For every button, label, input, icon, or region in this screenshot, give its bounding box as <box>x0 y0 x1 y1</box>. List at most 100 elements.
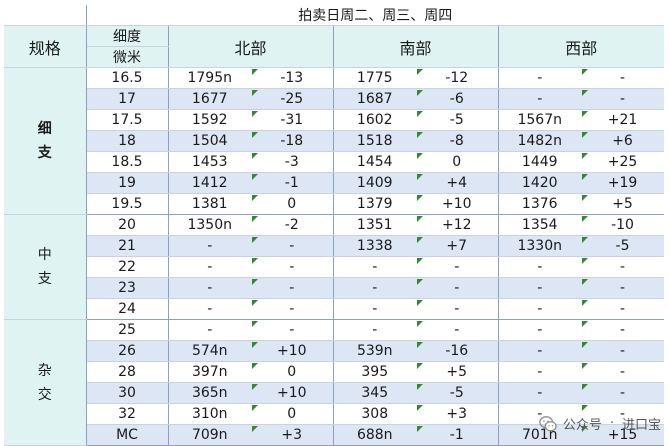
comment-marker-icon <box>252 300 258 306</box>
comment-marker-icon <box>582 384 588 390</box>
comment-marker-icon <box>417 90 423 96</box>
micron-cell: 26 <box>86 340 169 362</box>
comment-marker-icon <box>417 195 423 201</box>
micron-cell: 30 <box>86 382 169 404</box>
north-price-text: - <box>207 322 213 338</box>
west-price-text: 1482n <box>517 133 562 149</box>
south-change-text: -5 <box>449 385 464 401</box>
west-change-text: - <box>620 259 626 275</box>
comment-marker-icon <box>252 384 258 390</box>
north-price-text: - <box>207 259 213 275</box>
west-change-cell: - <box>581 256 665 278</box>
north-change-cell: - <box>251 235 334 257</box>
comment-marker-icon <box>582 321 588 327</box>
west-change-text: +5 <box>612 196 633 212</box>
south-price-cell: 539n <box>333 340 416 362</box>
north-price-text: 1795n <box>187 70 232 86</box>
south-price-text: 1351 <box>356 217 393 233</box>
south-price-cell: 1602 <box>333 109 416 131</box>
table-row: 17.5 1592 -31 1602 -5 1567n +21 <box>4 109 665 131</box>
west-price-text: 1567n <box>517 112 562 128</box>
north-price-text: 1350n <box>187 217 232 233</box>
west-price-cell: - <box>498 361 581 383</box>
south-change-cell: -5 <box>416 382 499 404</box>
title-blank-cell <box>4 5 87 26</box>
watermark-account: 进口宝 <box>621 418 661 433</box>
south-change-cell: +12 <box>416 214 499 236</box>
table-row: 21 - - 1338 +7 1330n -5 <box>4 235 665 257</box>
comment-marker-icon <box>417 174 423 180</box>
north-change-cell: +10 <box>251 340 334 362</box>
south-price-text: - <box>372 280 378 296</box>
north-change-text: - <box>289 322 295 338</box>
west-change-text: - <box>620 364 626 380</box>
micron-cell: 28 <box>86 361 169 383</box>
south-price-cell: 1775 <box>333 67 416 89</box>
south-change-text: -16 <box>445 343 469 359</box>
south-price-cell: 308 <box>333 403 416 425</box>
south-price-cell: 1338 <box>333 235 416 257</box>
comment-marker-icon <box>252 279 258 285</box>
comment-marker-icon <box>582 90 588 96</box>
west-price-text: - <box>537 70 543 86</box>
micron-cell: 21 <box>86 235 169 257</box>
south-price-cell: - <box>333 256 416 278</box>
north-price-cell: 574n <box>168 340 251 362</box>
table-row: 22 - - - - - - <box>4 256 665 278</box>
comment-marker-icon <box>417 237 423 243</box>
south-price-text: 1602 <box>356 112 393 128</box>
micron-text: 20 <box>118 217 136 233</box>
south-change-text: -5 <box>449 112 464 128</box>
south-change-text: +10 <box>441 196 472 212</box>
west-price-cell: - <box>498 88 581 110</box>
south-change-cell: -6 <box>416 88 499 110</box>
table-row: 19.5 1381 0 1379 +10 1376 +5 <box>4 193 665 215</box>
north-price-text: 1677 <box>191 91 228 107</box>
comment-marker-icon <box>417 321 423 327</box>
comment-marker-icon <box>252 174 258 180</box>
micron-cell: 24 <box>86 298 169 320</box>
group-label-line2: 支 <box>37 145 52 161</box>
north-change-cell: -3 <box>251 151 334 173</box>
micron-text: 32 <box>118 406 136 422</box>
comment-marker-icon <box>582 342 588 348</box>
south-price-cell: 1687 <box>333 88 416 110</box>
south-change-text: +7 <box>446 238 468 254</box>
north-change-cell: - <box>251 319 334 341</box>
group-label-line2: 交 <box>37 386 52 403</box>
watermark: 公众号 · 进口宝 <box>539 414 661 433</box>
comment-marker-icon <box>417 426 423 432</box>
west-price-text: 701n <box>521 427 558 443</box>
west-change-cell: +5 <box>581 193 665 215</box>
west-change-cell: - <box>581 403 665 425</box>
north-change-cell: 0 <box>251 193 334 215</box>
comment-marker-icon <box>417 153 423 159</box>
micron-text: 30 <box>118 385 136 401</box>
north-price-text: 1453 <box>191 154 228 170</box>
table-row: 28 397n 0 395 +5 - - <box>4 361 665 383</box>
fineness-header-line2: 微米 <box>86 46 169 68</box>
north-price-text: 365n <box>191 385 228 401</box>
table-row: 18.5 1453 -3 1454 0 1449 +25 <box>4 151 665 173</box>
west-price-cell: - <box>498 319 581 341</box>
west-price-cell: 701n <box>498 424 581 446</box>
north-price-cell: 1677 <box>168 88 251 110</box>
west-price-cell: - <box>498 382 581 404</box>
west-price-cell: 1376 <box>498 193 581 215</box>
comment-marker-icon <box>417 216 423 222</box>
micron-cell: 19 <box>86 172 169 194</box>
north-change-text: -2 <box>284 217 299 233</box>
west-header: 西部 <box>498 25 665 68</box>
south-change-cell: +7 <box>416 235 499 257</box>
west-change-text: - <box>620 343 626 359</box>
north-price-text: - <box>207 301 213 317</box>
south-change-text: - <box>454 322 460 338</box>
south-change-text: +4 <box>446 175 468 191</box>
north-change-text: 0 <box>287 406 297 422</box>
west-change-cell: +15 <box>581 424 665 446</box>
micron-cell: 19.5 <box>86 193 169 215</box>
north-price-text: - <box>207 238 213 254</box>
west-price-text: 1420 <box>521 175 558 191</box>
south-price-cell: 395 <box>333 361 416 383</box>
north-price-cell: - <box>168 298 251 320</box>
